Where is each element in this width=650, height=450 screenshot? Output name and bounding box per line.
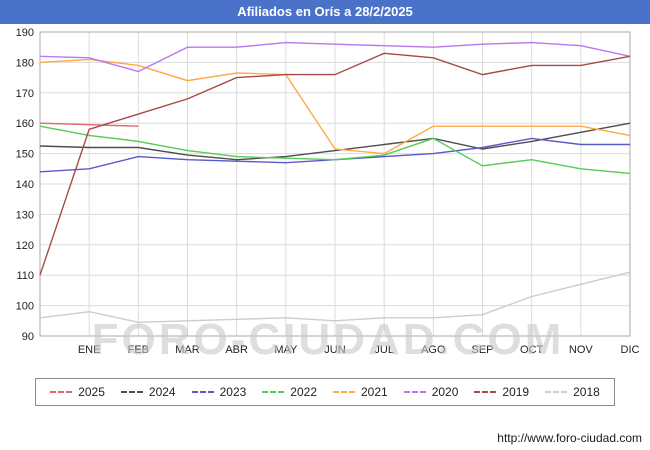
y-tick-label: 90 — [22, 331, 34, 343]
x-tick-label: AGO — [421, 344, 446, 356]
x-tick-label: JUL — [374, 344, 394, 356]
x-tick-label: MAR — [175, 344, 200, 356]
legend-label: 2022 — [290, 385, 317, 399]
x-tick-label: FEB — [128, 344, 149, 356]
legend-swatch — [50, 391, 73, 393]
y-tick-label: 150 — [16, 149, 34, 161]
y-tick-label: 160 — [16, 118, 34, 130]
y-tick-label: 180 — [16, 57, 34, 69]
series-line-2019 — [39, 52, 631, 276]
legend-label: 2019 — [502, 385, 530, 399]
legend-item-2019: 2019 — [474, 385, 529, 399]
y-tick-label: 190 — [16, 27, 34, 39]
legend-swatch — [545, 391, 568, 393]
series-line-2018 — [39, 271, 631, 324]
x-tick-label: DIC — [621, 344, 640, 356]
plot-border — [39, 31, 631, 337]
legend-swatch — [474, 391, 497, 393]
x-tick-label: ABR — [225, 344, 248, 356]
legend-item-2023: 2023 — [191, 385, 247, 399]
x-tick-label: NOV — [569, 344, 594, 356]
legend-label: 2024 — [148, 385, 176, 399]
series-line-2025 — [39, 122, 139, 127]
series-line-2024 — [39, 122, 631, 161]
series-line-2020 — [39, 41, 631, 73]
line-chart: 90 100 110 120 130 140 150 160 170 180 190 ENE FEB MA… — [16, 27, 640, 364]
y-tick-label: 170 — [16, 88, 34, 100]
legend-swatch — [120, 391, 143, 393]
x-tick-label: SEP — [471, 344, 493, 356]
legend-swatch — [191, 391, 214, 393]
footer-url[interactable]: http://www.foro-ciudad.com — [497, 431, 642, 445]
legend-label: 2025 — [78, 385, 105, 399]
legend-item-2018: 2018 — [545, 385, 600, 399]
y-tick-label: 110 — [16, 270, 34, 282]
watermark-text: FORO-CIUDAD.COM — [92, 315, 565, 364]
legend-swatch — [262, 391, 285, 393]
legend-item-2020: 2020 — [403, 385, 459, 399]
y-tick-label: 120 — [16, 240, 34, 252]
legend-label: 2018 — [573, 385, 600, 399]
legend-swatch — [403, 391, 426, 393]
legend-label: 2020 — [431, 385, 459, 399]
legend-swatch — [333, 391, 355, 393]
chart-legend: 2025 2024 2023 2022 2021 2020 2019 2018 — [0, 378, 650, 406]
y-tick-label: 130 — [16, 209, 34, 221]
x-tick-label: MAY — [274, 344, 298, 356]
x-tick-label: JUN — [324, 344, 345, 356]
x-tick-label: OCT — [520, 344, 544, 356]
series-line-2021 — [39, 58, 631, 155]
legend-label: 2021 — [361, 385, 388, 399]
x-tick-label: ENE — [78, 344, 101, 356]
legend-item-2024: 2024 — [120, 385, 176, 399]
legend-item-2025: 2025 — [50, 385, 105, 399]
legend-item-2021: 2021 — [333, 385, 388, 399]
y-tick-label: 100 — [16, 301, 34, 313]
y-tick-label: 140 — [16, 179, 34, 191]
page-title: Afiliados en Orís a 28/2/2025 — [0, 0, 650, 24]
legend-box: 2025 2024 2023 2022 2021 2020 2019 2018 — [35, 378, 615, 406]
series-line-2022 — [39, 125, 631, 175]
legend-label: 2023 — [219, 385, 247, 399]
legend-item-2022: 2022 — [262, 385, 317, 399]
